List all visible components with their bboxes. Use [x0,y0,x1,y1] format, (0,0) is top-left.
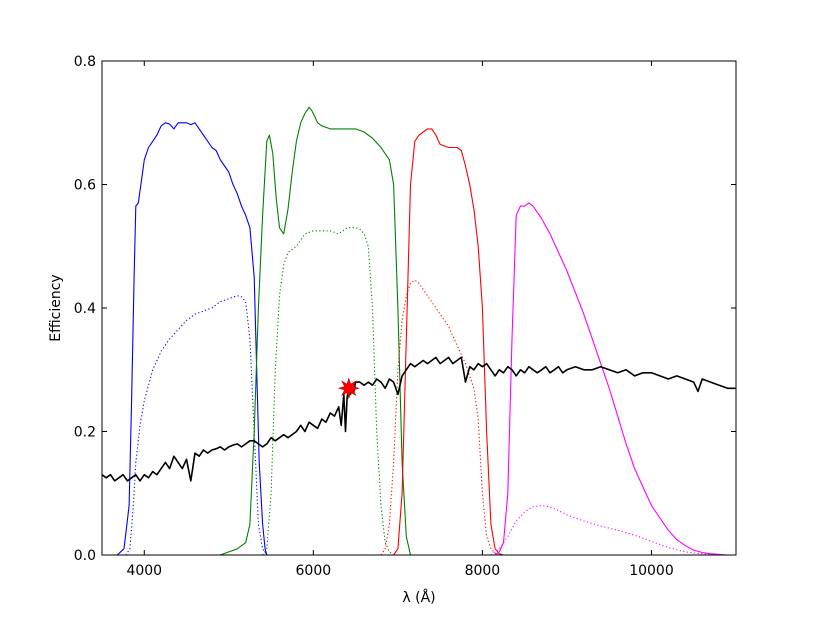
series-line-2 [220,106,412,555]
y-axis-ticks: 0.0 0.2 0.4 0.6 0.8 [74,54,736,564]
series-line-4 [393,128,504,555]
y-tick-label: 0.0 [74,548,96,564]
series-lines [102,106,736,555]
x-tick-label: 8000 [465,563,501,579]
series-line-0 [116,122,268,555]
series-line-8 [102,356,736,482]
series-line-1 [125,295,268,555]
x-tick-label: 6000 [296,563,332,579]
series-line-3 [262,227,394,555]
y-tick-label: 0.2 [74,425,96,441]
y-tick-label: 0.6 [74,178,96,194]
y-tick-label: 0.4 [74,301,96,317]
star-marker [337,377,360,400]
series-line-6 [494,202,736,555]
y-axis-label: Efficiency [48,274,64,341]
x-tick-label: 4000 [126,563,162,579]
y-tick-label: 0.8 [74,54,96,70]
x-tick-label: 10000 [629,563,674,579]
data-marker-star [337,377,360,400]
series-line-7 [490,505,736,555]
x-axis-label: λ (Å) [402,589,435,606]
x-axis-ticks: 4000 6000 8000 10000 [126,61,674,579]
